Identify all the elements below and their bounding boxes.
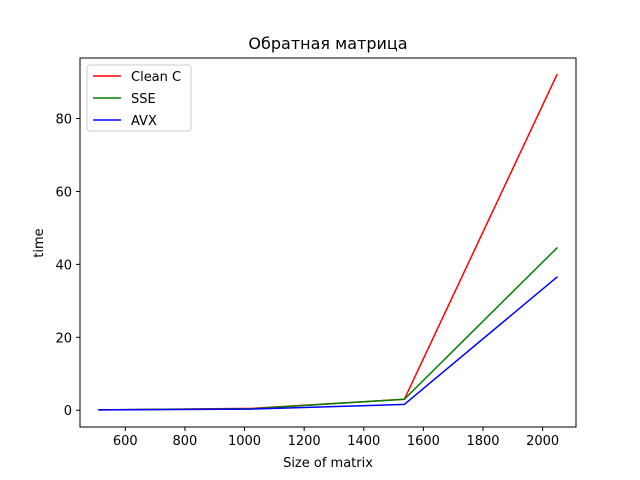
series-line-avx bbox=[98, 276, 558, 411]
plot-area: 600 800 1000 1200 1400 1600 1800 2000 0 20 40 60 80 C… bbox=[55, 57, 577, 449]
chart-title: Обратная матрица bbox=[248, 34, 407, 53]
x-tick-label: 2000 bbox=[526, 434, 559, 449]
series-line-sse bbox=[98, 246, 558, 411]
y-tick-label: 80 bbox=[55, 113, 72, 128]
legend: Clean C SSE AVX bbox=[86, 64, 192, 132]
y-tick-label: 40 bbox=[55, 258, 72, 273]
x-tick-label: 1800 bbox=[466, 434, 499, 449]
plot-frame bbox=[79, 57, 577, 428]
x-tick-label: 1200 bbox=[288, 434, 321, 449]
x-tick-label: 1000 bbox=[228, 434, 261, 449]
x-tick-label: 1400 bbox=[347, 434, 380, 449]
legend-box bbox=[86, 64, 192, 132]
y-tick-label: 60 bbox=[55, 185, 72, 200]
legend-label-sse: SSE bbox=[131, 92, 156, 107]
x-tick-label: 1600 bbox=[407, 434, 440, 449]
x-tick-label: 800 bbox=[173, 434, 198, 449]
legend-label-avx: AVX bbox=[131, 114, 157, 129]
legend-label-clean-c: Clean C bbox=[131, 70, 181, 85]
x-tick-label: 600 bbox=[113, 434, 138, 449]
y-tick-label: 20 bbox=[55, 331, 72, 346]
y-tick-label: 0 bbox=[64, 404, 72, 419]
y-axis-label: time bbox=[32, 228, 47, 257]
x-axis-label: Size of matrix bbox=[283, 456, 373, 471]
